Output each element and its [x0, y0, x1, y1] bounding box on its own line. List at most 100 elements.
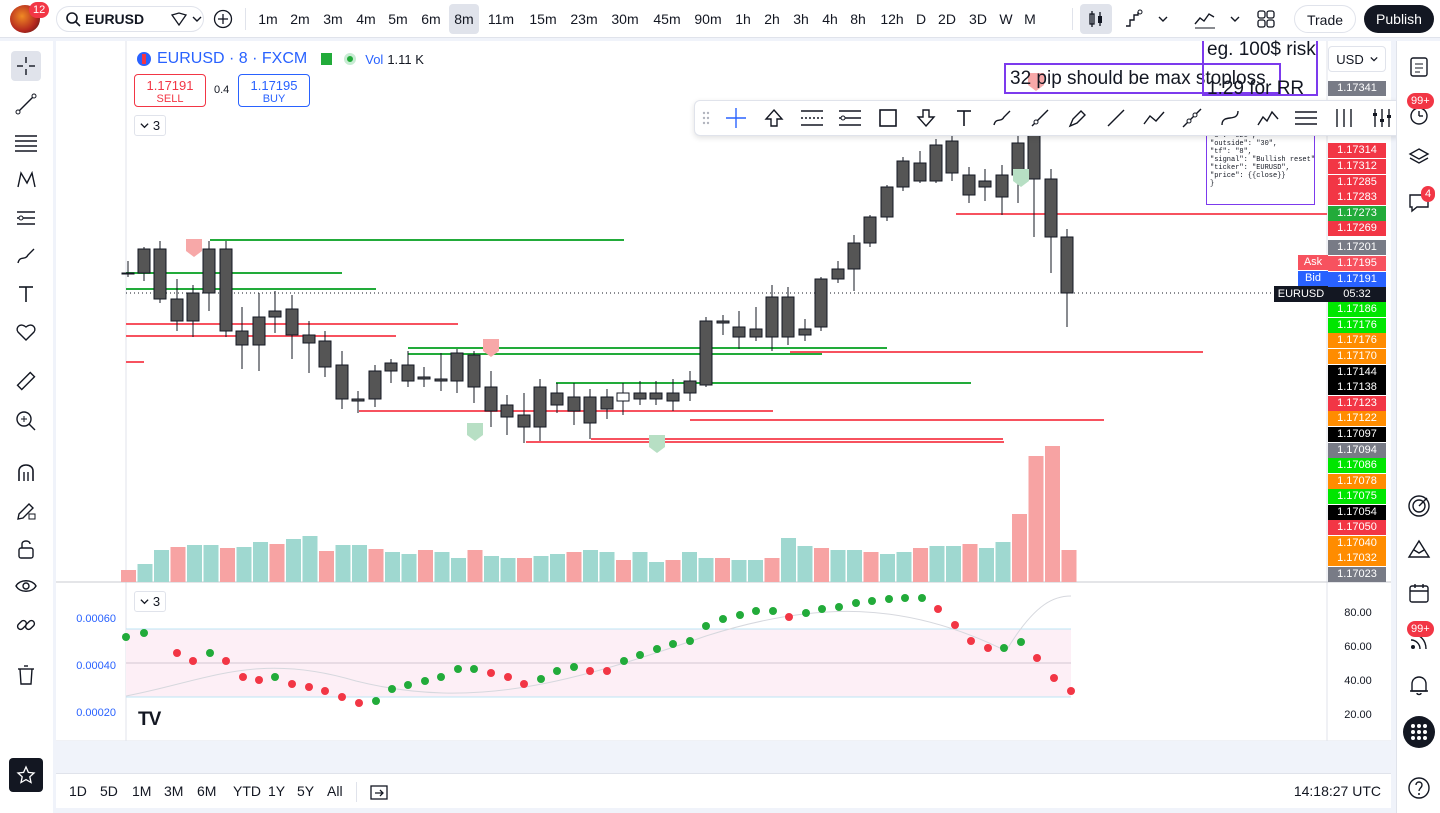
- tradingview-logo[interactable]: TV: [138, 709, 161, 730]
- chart-canvas[interactable]: 0.00060 0.00040 0.00020 80.00 60.00 40.00 20.0…: [56, 41, 1391, 741]
- goto-date-icon[interactable]: [369, 782, 389, 802]
- bookmark-icon[interactable]: [321, 53, 333, 65]
- interval-1m[interactable]: 1m: [258, 11, 278, 27]
- brush-tool[interactable]: [11, 241, 41, 271]
- interval-1h[interactable]: 1h: [735, 11, 751, 27]
- hide-drawings-tool[interactable]: [11, 571, 41, 601]
- ft-extended-line[interactable]: [1173, 103, 1211, 133]
- ideas-button[interactable]: [1405, 535, 1433, 563]
- indicators-icon[interactable]: [1194, 9, 1216, 29]
- interval-D[interactable]: D: [915, 11, 927, 27]
- range-all[interactable]: All: [327, 783, 343, 799]
- ft-highlighter[interactable]: [1059, 103, 1097, 133]
- fib-tool[interactable]: [11, 128, 41, 158]
- layout-icon[interactable]: [1256, 9, 1276, 29]
- ft-fib[interactable]: [831, 103, 869, 133]
- interval-90m[interactable]: 90m: [694, 11, 722, 27]
- ft-parallel-channel[interactable]: [793, 103, 831, 133]
- stay-drawing-tool[interactable]: [11, 496, 41, 526]
- help-button[interactable]: [1405, 774, 1433, 802]
- ft-curve[interactable]: [1211, 103, 1249, 133]
- ft-brush[interactable]: [983, 103, 1021, 133]
- buy-button[interactable]: 1.17195 BUY: [238, 74, 310, 107]
- chevron-down-icon[interactable]: [1230, 14, 1240, 24]
- magnet-tool[interactable]: [11, 458, 41, 488]
- ft-arrow-down[interactable]: [907, 103, 945, 133]
- interval-W[interactable]: W: [999, 11, 1013, 27]
- pip-note[interactable]: 32 pip should be max stoploss: [1004, 63, 1281, 94]
- interval-8m[interactable]: 8m: [449, 4, 479, 34]
- trend-line-tool[interactable]: [11, 89, 41, 119]
- chart-container[interactable]: 0.00060 0.00040 0.00020 80.00 60.00 40.00 20.0…: [56, 39, 1391, 741]
- favorites-tool[interactable]: [11, 317, 41, 347]
- range-5d[interactable]: 5D: [100, 783, 118, 799]
- watchlist-button[interactable]: [1405, 53, 1433, 81]
- watchlist-star-button[interactable]: [9, 758, 43, 792]
- sell-button[interactable]: 1.17191 SELL: [134, 74, 206, 107]
- apps-button[interactable]: [1403, 716, 1435, 748]
- lock-drawings-tool[interactable]: [11, 534, 41, 564]
- crosshair-tool[interactable]: [11, 51, 41, 81]
- drag-handle[interactable]: [695, 103, 717, 133]
- sub-indicators-toggle[interactable]: 3: [134, 591, 166, 612]
- range-5y[interactable]: 5Y: [297, 783, 315, 799]
- risk-note[interactable]: eg. 100$ risk: [1207, 39, 1316, 60]
- ft-elliott-wave[interactable]: [1249, 103, 1287, 133]
- add-symbol-icon[interactable]: [213, 9, 233, 29]
- interval-30m[interactable]: 30m: [611, 11, 639, 27]
- interval-2m[interactable]: 2m: [290, 11, 310, 27]
- interval-3h[interactable]: 3h: [793, 11, 809, 27]
- trade-button[interactable]: Trade: [1294, 5, 1356, 33]
- range-6m[interactable]: 6M: [197, 783, 217, 799]
- interval-45m[interactable]: 45m: [653, 11, 681, 27]
- ft-text[interactable]: [945, 103, 983, 133]
- interval-2h[interactable]: 2h: [764, 11, 780, 27]
- ft-ray[interactable]: [1021, 103, 1059, 133]
- currency-button[interactable]: USD: [1328, 46, 1386, 72]
- interval-15m[interactable]: 15m: [529, 11, 557, 27]
- remove-drawings-tool[interactable]: [11, 660, 41, 690]
- ft-crosshair[interactable]: [717, 103, 755, 133]
- chevron-down-icon[interactable]: [1158, 14, 1168, 24]
- ft-horizontal-lines[interactable]: [1287, 103, 1325, 133]
- interval-4h[interactable]: 4h: [822, 11, 838, 27]
- object-tree-button[interactable]: [1405, 143, 1433, 171]
- ft-trend-line[interactable]: [1097, 103, 1135, 133]
- ft-path[interactable]: [1135, 103, 1173, 133]
- range-3m[interactable]: 3M: [164, 783, 184, 799]
- interval-23m[interactable]: 23m: [570, 11, 598, 27]
- ft-vertical-lines[interactable]: [1325, 103, 1363, 133]
- ft-arrow-up[interactable]: [755, 103, 793, 133]
- interval-4m[interactable]: 4m: [356, 11, 376, 27]
- compare-icon[interactable]: [170, 12, 188, 26]
- sync-drawings-tool[interactable]: [11, 610, 41, 640]
- interval-2D[interactable]: 2D: [938, 11, 956, 27]
- range-ytd[interactable]: YTD: [233, 783, 261, 799]
- ft-rectangle[interactable]: [869, 103, 907, 133]
- candles-style-button[interactable]: [1080, 4, 1112, 34]
- publish-button[interactable]: Publish: [1364, 5, 1434, 33]
- range-1y[interactable]: 1Y: [268, 783, 286, 799]
- text-tool[interactable]: [11, 279, 41, 309]
- chevron-down-icon[interactable]: [192, 14, 202, 24]
- zoom-tool[interactable]: [11, 406, 41, 436]
- interval-3D[interactable]: 3D: [969, 11, 987, 27]
- symbol-title[interactable]: EURUSD · 8 · FXCM: [157, 50, 308, 67]
- range-1m[interactable]: 1M: [132, 783, 152, 799]
- measure-tool[interactable]: [11, 366, 41, 396]
- interval-11m[interactable]: 11m: [487, 11, 515, 27]
- pattern-tool[interactable]: [11, 165, 41, 195]
- symbol-search[interactable]: EURUSD: [56, 6, 204, 32]
- interval-M[interactable]: M: [1024, 11, 1036, 27]
- indicator-templates-icon[interactable]: [1124, 9, 1144, 29]
- range-1d[interactable]: 1D: [69, 783, 87, 799]
- rr-note[interactable]: 1:29 for RR: [1207, 78, 1305, 99]
- interval-8h[interactable]: 8h: [850, 11, 866, 27]
- ft-settings[interactable]: [1363, 103, 1401, 133]
- indicators-toggle[interactable]: 3: [134, 115, 166, 136]
- target-button[interactable]: [1405, 492, 1433, 520]
- notifications-button[interactable]: [1405, 671, 1433, 699]
- interval-12h[interactable]: 12h: [880, 11, 904, 27]
- utc-clock[interactable]: 14:18:27 UTC: [1293, 783, 1381, 799]
- interval-5m[interactable]: 5m: [388, 11, 408, 27]
